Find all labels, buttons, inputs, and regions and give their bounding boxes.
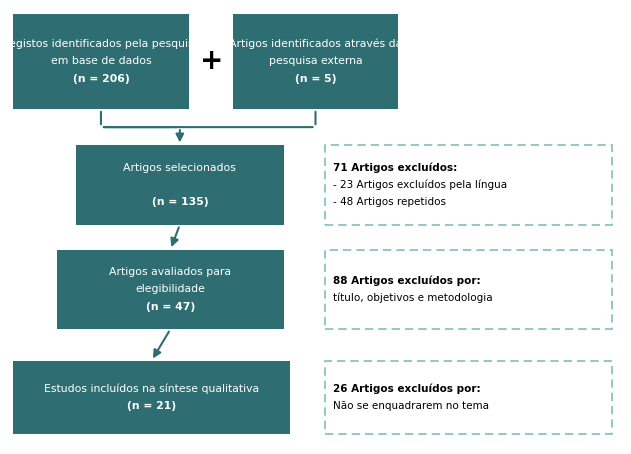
FancyBboxPatch shape (57, 250, 284, 329)
FancyBboxPatch shape (76, 145, 284, 225)
Text: - 48 Artigos repetidos: - 48 Artigos repetidos (333, 197, 445, 207)
Text: Não se enquadrarem no tema: Não se enquadrarem no tema (333, 401, 488, 411)
Text: título, objetivos e metodologia: título, objetivos e metodologia (333, 293, 492, 303)
FancyBboxPatch shape (13, 14, 189, 109)
Text: (n = 47): (n = 47) (146, 301, 195, 312)
Text: +: + (199, 47, 223, 75)
Text: pesquisa externa: pesquisa externa (269, 56, 362, 66)
Text: 88 Artigos excluídos por:: 88 Artigos excluídos por: (333, 276, 480, 286)
FancyBboxPatch shape (13, 361, 290, 434)
Text: 71 Artigos excluídos:: 71 Artigos excluídos: (333, 163, 457, 173)
FancyBboxPatch shape (233, 14, 398, 109)
Text: Registos identificados pela pesquisa: Registos identificados pela pesquisa (2, 39, 200, 49)
FancyBboxPatch shape (325, 361, 612, 434)
FancyBboxPatch shape (325, 250, 612, 329)
Text: - 23 Artigos excluídos pela língua: - 23 Artigos excluídos pela língua (333, 180, 507, 190)
Text: 26 Artigos excluídos por:: 26 Artigos excluídos por: (333, 383, 480, 394)
Text: Artigos identificados através da: Artigos identificados através da (229, 39, 402, 49)
Text: (n = 135): (n = 135) (151, 197, 208, 207)
FancyBboxPatch shape (325, 145, 612, 225)
Text: (n = 206): (n = 206) (73, 74, 129, 84)
Text: Artigos avaliados para: Artigos avaliados para (109, 267, 232, 277)
Text: em base de dados: em base de dados (50, 56, 151, 66)
Text: Estudos incluídos na síntese qualitativa: Estudos incluídos na síntese qualitativa (44, 383, 259, 394)
Text: Artigos selecionados: Artigos selecionados (124, 163, 236, 173)
Text: elegibilidade: elegibilidade (136, 284, 205, 295)
Text: (n = 5): (n = 5) (295, 74, 336, 84)
Text: (n = 21): (n = 21) (127, 401, 176, 411)
